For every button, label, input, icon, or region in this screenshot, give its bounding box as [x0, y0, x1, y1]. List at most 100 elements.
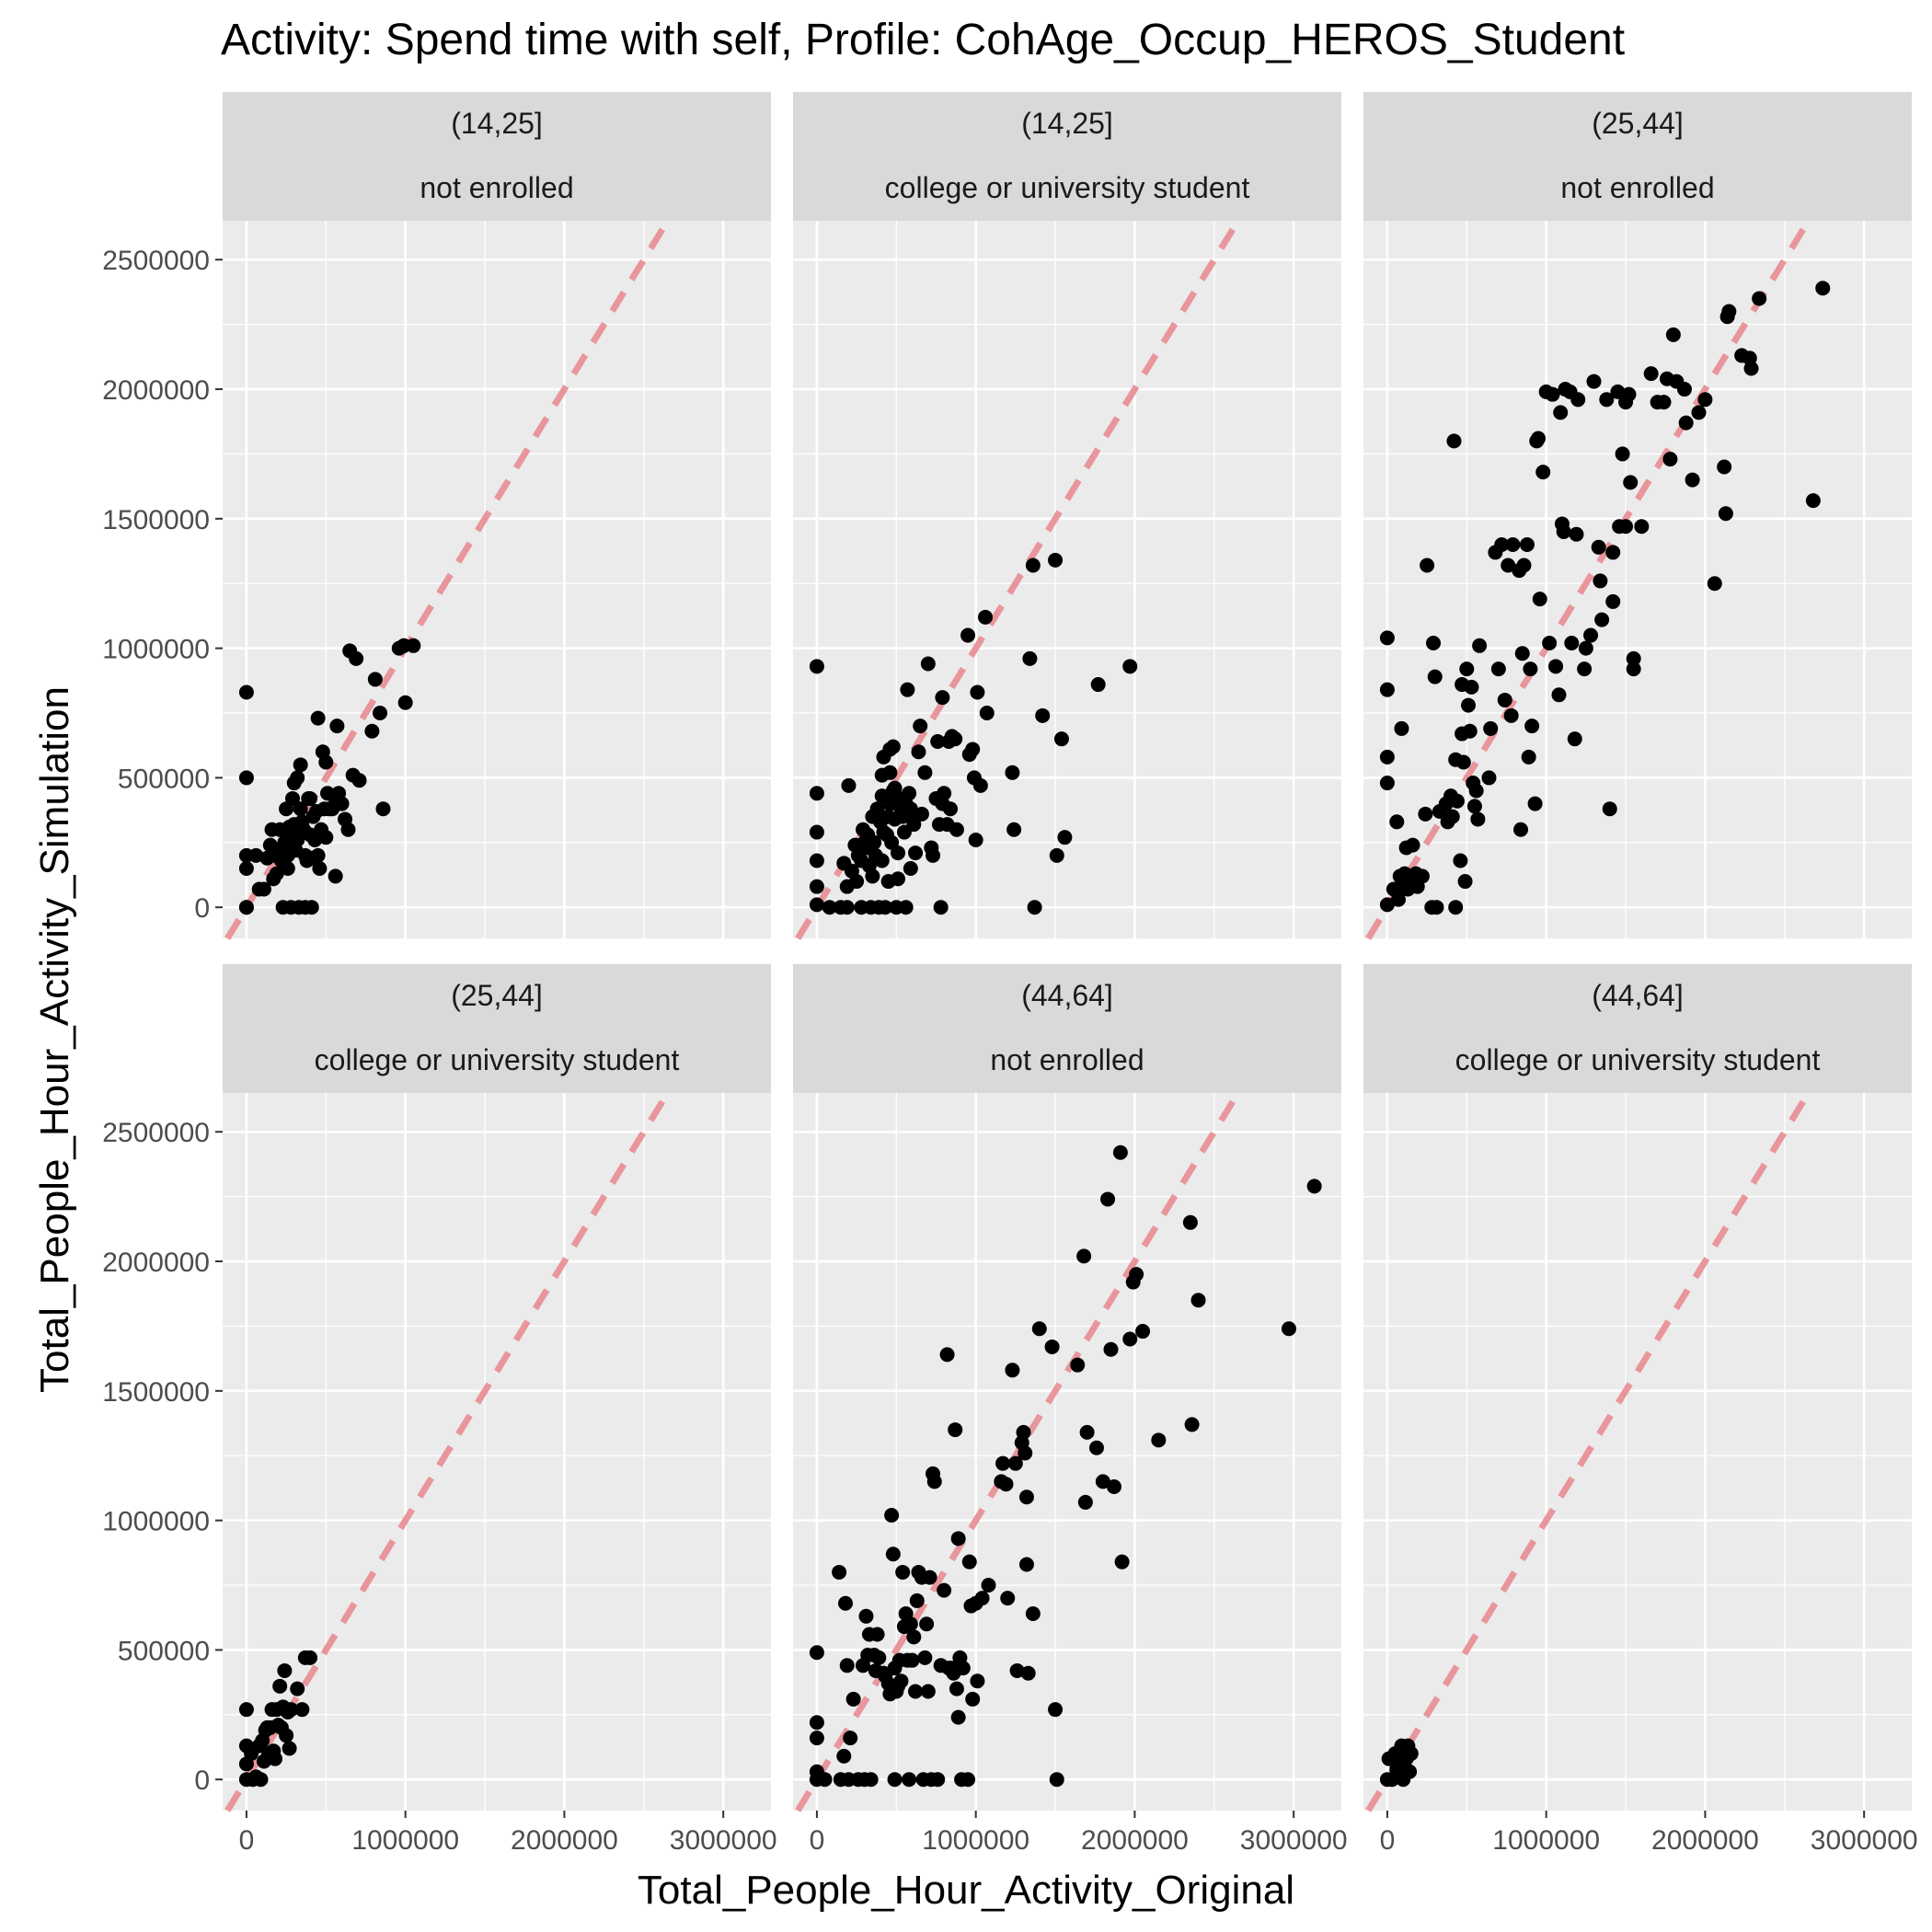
data-point — [1403, 1746, 1419, 1762]
data-point — [902, 786, 917, 801]
data-point — [902, 1772, 917, 1788]
data-point — [279, 1728, 294, 1743]
data-point — [935, 690, 950, 706]
data-point — [238, 1702, 254, 1718]
data-point — [1020, 1665, 1036, 1681]
data-point — [1429, 900, 1444, 915]
data-point — [839, 900, 855, 915]
data-point — [950, 1531, 966, 1547]
data-point — [1379, 749, 1395, 765]
strip-label: college or university student — [315, 1043, 680, 1076]
data-point — [1018, 1489, 1034, 1505]
data-point — [841, 777, 857, 793]
data-point — [1602, 801, 1617, 817]
data-point — [998, 1477, 1014, 1492]
data-point — [822, 900, 837, 915]
data-point — [893, 1673, 909, 1689]
data-point — [836, 1748, 852, 1764]
facet-panel: (14,25] college or university student — [793, 92, 1341, 940]
data-point — [922, 1570, 937, 1585]
data-point — [878, 900, 893, 915]
data-point — [1593, 573, 1608, 589]
data-point — [882, 765, 898, 780]
data-point — [1379, 682, 1395, 697]
data-point — [1577, 661, 1593, 677]
x-tick-label: 2000000 — [1651, 1825, 1759, 1856]
data-point — [869, 1627, 885, 1642]
data-point — [1468, 783, 1484, 799]
data-point — [238, 900, 254, 915]
data-point — [891, 871, 906, 887]
strip-label: not enrolled — [990, 1043, 1144, 1076]
data-point — [1605, 545, 1621, 560]
data-point — [949, 822, 964, 837]
data-point — [919, 1616, 935, 1632]
x-tick-label: 2000000 — [1081, 1825, 1189, 1856]
facet-strip — [1363, 92, 1912, 221]
x-tick-label: 1000000 — [351, 1825, 459, 1856]
y-tick-label: 2000000 — [102, 1248, 210, 1278]
data-point — [1414, 868, 1430, 884]
y-tick-label: 0 — [194, 1765, 210, 1796]
data-point — [1453, 853, 1468, 868]
data-point — [1743, 361, 1759, 376]
data-point — [282, 1741, 297, 1756]
data-point — [843, 1731, 858, 1746]
data-point — [1391, 891, 1407, 907]
data-point — [310, 847, 326, 863]
data-point — [1691, 405, 1707, 420]
data-point — [937, 1582, 952, 1598]
data-point — [1006, 822, 1022, 837]
data-point — [406, 638, 421, 653]
data-point — [1523, 661, 1538, 677]
x-axis-label: Total_People_Hour_Activity_Original — [637, 1868, 1295, 1913]
data-point — [1618, 519, 1634, 535]
data-point — [1077, 1494, 1093, 1510]
data-point — [972, 777, 988, 793]
data-point — [1018, 1557, 1034, 1572]
data-point — [1752, 291, 1767, 306]
data-point — [1005, 1363, 1020, 1378]
data-point — [885, 739, 901, 754]
data-point — [1586, 374, 1602, 389]
data-point — [1466, 799, 1482, 814]
data-point — [965, 742, 981, 757]
data-point — [1306, 1179, 1322, 1194]
data-point — [1503, 707, 1519, 723]
data-point — [1676, 382, 1692, 397]
data-point — [1027, 900, 1042, 915]
facet-strip — [223, 964, 771, 1093]
facet-strip — [223, 92, 771, 221]
data-point — [913, 719, 928, 734]
data-point — [1459, 661, 1475, 677]
data-point — [849, 874, 865, 890]
data-point — [1472, 638, 1488, 653]
data-point — [1643, 366, 1659, 382]
data-point — [1402, 1764, 1418, 1779]
data-point — [1122, 1331, 1138, 1347]
data-point — [1379, 776, 1395, 791]
data-point — [926, 1474, 942, 1489]
data-point — [312, 860, 328, 876]
panel-background — [793, 1093, 1341, 1811]
data-point — [293, 757, 308, 773]
data-point — [1022, 650, 1038, 666]
data-point — [845, 1691, 861, 1707]
data-point — [290, 770, 305, 786]
data-point — [1516, 558, 1532, 573]
data-point — [874, 853, 890, 868]
data-point — [1545, 386, 1560, 402]
data-point — [979, 706, 995, 721]
data-point — [960, 627, 976, 643]
data-point — [809, 824, 824, 840]
y-tick-label: 1500000 — [102, 1377, 210, 1408]
data-point — [1103, 1341, 1119, 1357]
facet-panel: (25,44] college or university student 0 500… — [102, 964, 777, 1856]
data-point — [1583, 627, 1599, 643]
data-point — [364, 723, 380, 739]
data-point — [1100, 1191, 1116, 1207]
data-point — [1135, 1324, 1151, 1340]
identity-reference-line — [224, 219, 671, 940]
data-point — [809, 1645, 824, 1661]
data-point — [930, 1772, 946, 1788]
